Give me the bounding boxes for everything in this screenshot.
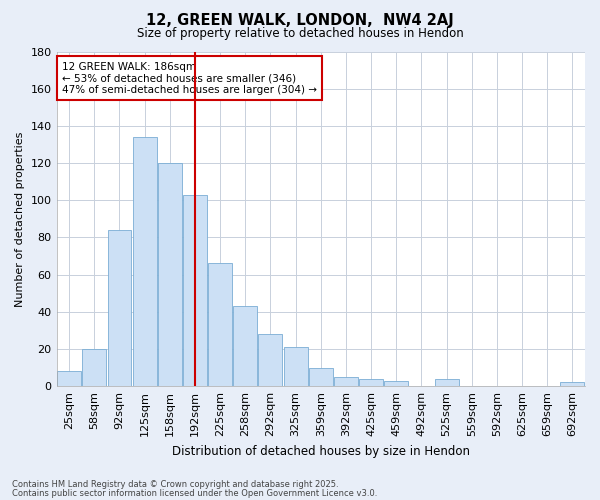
Bar [158,163,182,386]
X-axis label: Distribution of detached houses by size in Hendon: Distribution of detached houses by size … [172,444,470,458]
Bar [259,334,283,386]
Text: Contains public sector information licensed under the Open Government Licence v3: Contains public sector information licen… [12,488,377,498]
Bar [434,378,458,386]
Bar [208,264,232,386]
Text: 12 GREEN WALK: 186sqm
← 53% of detached houses are smaller (346)
47% of semi-det: 12 GREEN WALK: 186sqm ← 53% of detached … [62,62,317,94]
Text: Size of property relative to detached houses in Hendon: Size of property relative to detached ho… [137,28,463,40]
Bar [309,368,333,386]
Bar [233,306,257,386]
Bar [57,372,81,386]
Bar [359,378,383,386]
Bar [133,137,157,386]
Y-axis label: Number of detached properties: Number of detached properties [15,131,25,306]
Bar [334,377,358,386]
Text: Contains HM Land Registry data © Crown copyright and database right 2025.: Contains HM Land Registry data © Crown c… [12,480,338,489]
Bar [107,230,131,386]
Bar [183,194,207,386]
Bar [560,382,584,386]
Text: 12, GREEN WALK, LONDON,  NW4 2AJ: 12, GREEN WALK, LONDON, NW4 2AJ [146,12,454,28]
Bar [284,347,308,386]
Bar [82,349,106,386]
Bar [385,380,408,386]
